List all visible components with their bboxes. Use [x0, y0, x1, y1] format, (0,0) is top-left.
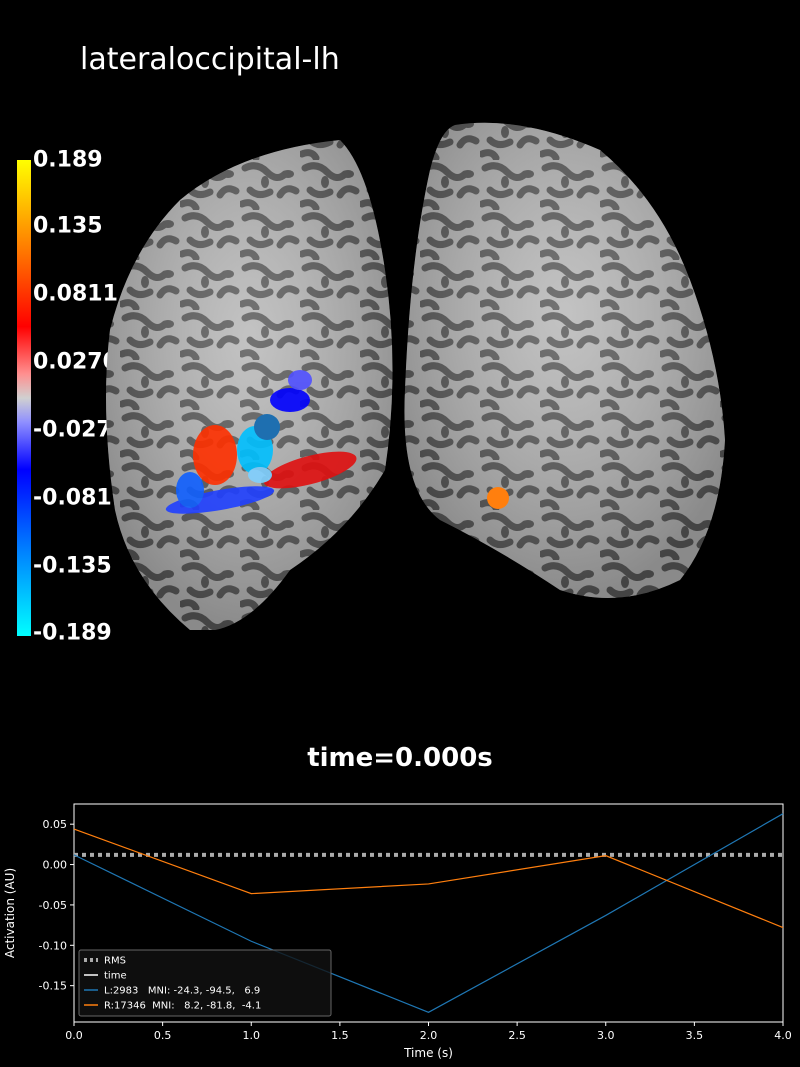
y-tick-label: 0.00: [43, 859, 68, 872]
legend-entry-1: time: [104, 971, 127, 982]
right-vertex-marker: [487, 487, 509, 509]
colorbar-tick: -0.135: [33, 553, 112, 579]
legend-entry-3: R:17346 MNI: 8.2, -81.8, -4.1: [104, 1001, 261, 1012]
legend-box: [78, 949, 332, 1017]
series-line-2: [73, 813, 784, 1013]
view-title: lateraloccipital-lh: [80, 42, 340, 77]
activation-plot[interactable]: 0.0 0.5 1.0 1.5 2.0 2.5 3.0 3.5 4.0 0.05 0.00 -0.05…: [0, 795, 800, 1067]
colorbar-tick: 0.135: [33, 213, 103, 239]
x-tick-label: 1.5: [331, 1029, 349, 1042]
colorbar-tick: -0.189: [33, 620, 112, 646]
y-tick-label: 0.05: [43, 818, 68, 831]
time-label: time=0.000s: [307, 743, 493, 773]
x-tick-label: 2.0: [420, 1029, 438, 1042]
y-tick-label: -0.10: [39, 939, 67, 952]
x-tick-label: 3.5: [686, 1029, 704, 1042]
y-tick-label: -0.05: [39, 899, 67, 912]
activation-overlay: [165, 370, 357, 514]
legend-entry-2: L:2983 MNI: -24.3, -94.5, 6.9: [104, 986, 260, 997]
left-vertex-marker: [254, 414, 280, 440]
right-hemisphere: [404, 122, 725, 599]
x-tick-label: 2.5: [508, 1029, 526, 1042]
x-tick-label: 4.0: [774, 1029, 792, 1042]
legend-entry-0: RMS: [104, 956, 126, 967]
x-tick-label: 0.5: [154, 1029, 172, 1042]
x-tick-label: 3.0: [597, 1029, 615, 1042]
colorbar-tick: 0.0811: [33, 281, 118, 307]
x-tick-label: 0.0: [65, 1029, 83, 1042]
x-axis-label: Time (s): [403, 1046, 453, 1060]
colorbar-tick: 0.189: [33, 147, 103, 173]
x-tick-label: 1.0: [243, 1029, 261, 1042]
brain-3d-view[interactable]: [0, 110, 800, 630]
series-line-3: [73, 828, 784, 929]
colorbar: [17, 160, 31, 636]
plot-legend: RMS time L:2983 MNI: -24.3, -94.5, 6.9 R:17…: [78, 949, 332, 1017]
y-tick-label: -0.15: [39, 980, 67, 993]
y-axis-label: Activation (AU): [3, 868, 17, 958]
left-hemisphere: [106, 140, 393, 630]
colorbar-tick: -0.0811: [33, 485, 128, 511]
colorbar-tick: 0.0270: [33, 349, 118, 375]
